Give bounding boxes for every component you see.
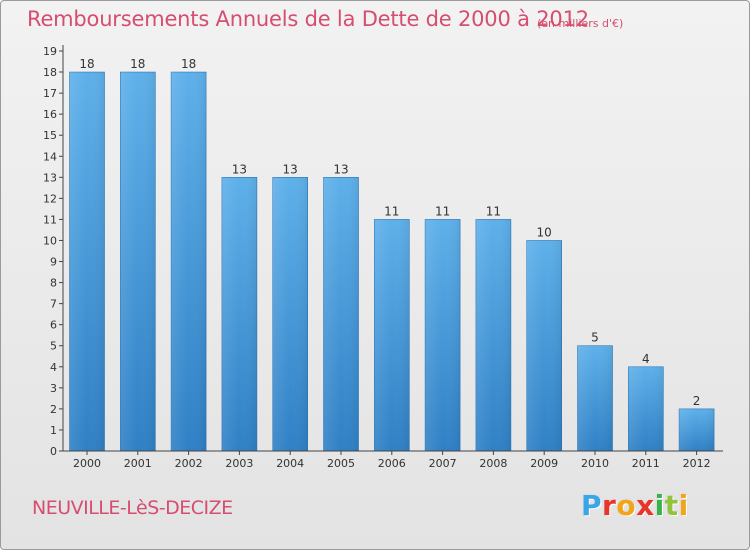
y-tick-label: 5 — [50, 340, 57, 353]
y-tick-label: 13 — [43, 171, 57, 184]
x-tick-label: 2001 — [124, 457, 152, 470]
logo-letter: r — [602, 489, 617, 522]
bar-sheen — [323, 177, 359, 451]
bar-sheen — [374, 219, 410, 451]
proxiti-logo: Proxiti — [581, 489, 689, 522]
y-tick-label: 15 — [43, 129, 57, 142]
bar-sheen — [475, 219, 511, 451]
y-tick-label: 1 — [50, 424, 57, 437]
y-tick-label: 11 — [43, 213, 57, 226]
bar-value-label: 5 — [591, 331, 599, 345]
logo-letter: P — [581, 489, 603, 522]
y-tick-label: 8 — [50, 277, 57, 290]
bar-value-label: 13 — [283, 162, 298, 176]
bar-value-label: 13 — [232, 162, 247, 176]
bar-sheen — [221, 177, 257, 451]
bar-value-label: 18 — [181, 57, 196, 71]
y-tick-label: 16 — [43, 108, 57, 121]
y-tick-label: 6 — [50, 319, 57, 332]
x-tick-label: 2000 — [73, 457, 101, 470]
bar-value-label: 11 — [435, 204, 450, 218]
x-tick-label: 2006 — [378, 457, 406, 470]
x-tick-label: 2005 — [327, 457, 355, 470]
y-tick-label: 14 — [43, 150, 57, 163]
bar-sheen — [171, 72, 207, 451]
logo-letter: o — [616, 489, 637, 522]
y-tick-label: 2 — [50, 403, 57, 416]
x-tick-label: 2009 — [530, 457, 558, 470]
bar-sheen — [272, 177, 308, 451]
x-tick-label: 2008 — [479, 457, 507, 470]
y-tick-label: 19 — [43, 45, 57, 58]
x-tick-label: 2004 — [276, 457, 304, 470]
y-tick-label: 4 — [50, 361, 57, 374]
logo-letter: x — [636, 489, 655, 522]
bar-sheen — [425, 219, 461, 451]
x-tick-label: 2007 — [429, 457, 457, 470]
y-tick-label: 0 — [50, 445, 57, 458]
y-tick-label: 17 — [43, 87, 57, 100]
bar-value-label: 13 — [333, 162, 348, 176]
bar-value-label: 11 — [486, 204, 501, 218]
bar-sheen — [526, 240, 562, 451]
bar-sheen — [628, 366, 664, 451]
bar-sheen — [69, 72, 105, 451]
bars: 18 18 18 13 13 13 11 11 11 10 5 4 2 — [69, 57, 715, 452]
city-name: NEUVILLE-LèS-DECIZE — [32, 497, 233, 519]
x-tick-label: 2011 — [632, 457, 660, 470]
bar-value-label: 10 — [537, 225, 552, 239]
y-tick-label: 10 — [43, 234, 57, 247]
bar-value-label: 18 — [130, 57, 145, 71]
x-tick-label: 2010 — [581, 457, 609, 470]
bar-value-label: 11 — [384, 204, 399, 218]
chart-title: Remboursements Annuels de la Dette de 20… — [27, 7, 589, 31]
y-tick-label: 9 — [50, 256, 57, 269]
logo-letter: i — [678, 489, 689, 522]
bar-sheen — [679, 408, 715, 451]
y-tick-label: 12 — [43, 192, 57, 205]
y-tick-label: 3 — [50, 382, 57, 395]
bar-value-label: 4 — [642, 352, 650, 366]
logo-letter: i — [654, 489, 665, 522]
x-axis: 2000 2001 2002 2003 2004 2005 2006 2007 2008 2009… — [63, 450, 723, 470]
y-tick-label: 18 — [43, 66, 57, 79]
bar-sheen — [120, 72, 156, 451]
y-tick-label: 7 — [50, 298, 57, 311]
x-tick-label: 2012 — [683, 457, 711, 470]
bar-value-label: 2 — [693, 394, 701, 408]
x-tick-label: 2003 — [225, 457, 253, 470]
logo-letter: t — [664, 489, 679, 522]
bar-value-label: 18 — [79, 57, 94, 71]
bar-sheen — [577, 345, 613, 451]
x-tick-label: 2002 — [175, 457, 203, 470]
chart-subtitle: (en milliers d'€) — [537, 17, 624, 30]
